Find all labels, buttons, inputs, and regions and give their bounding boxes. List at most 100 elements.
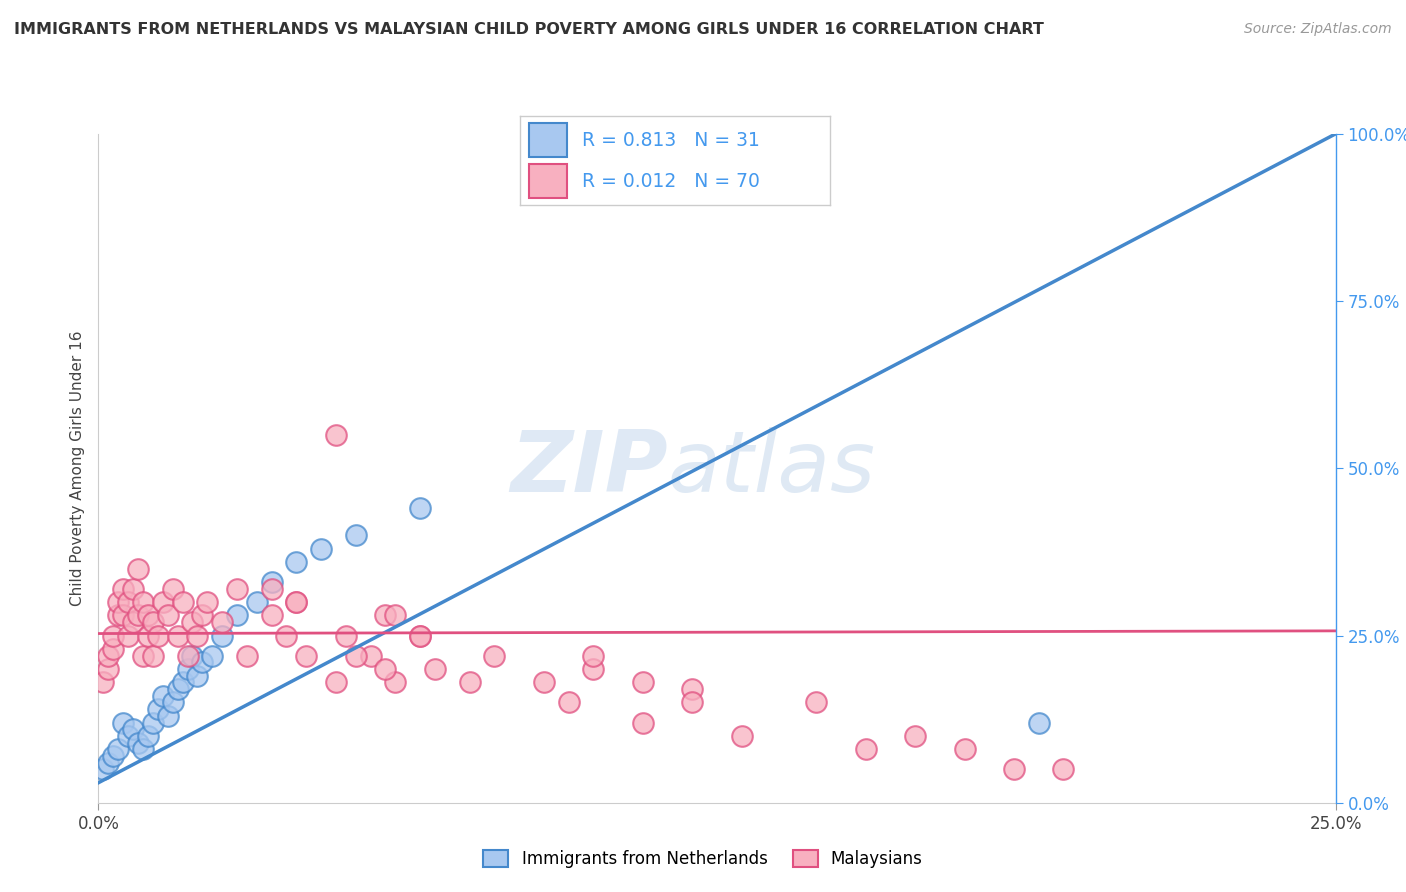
Bar [530, 123, 567, 157]
Text: ZIP: ZIP [510, 426, 668, 510]
Point [423, 662, 446, 676]
Point [211, 615, 233, 630]
Point [409, 501, 432, 516]
Point [93, 762, 115, 776]
Point [409, 628, 432, 642]
Point [309, 541, 332, 556]
Point [904, 729, 927, 743]
Point [1052, 762, 1074, 776]
Point [132, 742, 155, 756]
Point [127, 608, 149, 623]
Point [211, 628, 233, 642]
Point [631, 675, 654, 690]
Point [156, 708, 179, 723]
Point [953, 742, 976, 756]
Point [107, 742, 129, 756]
Point [107, 608, 129, 623]
Point [162, 696, 184, 710]
Point [136, 628, 159, 642]
Point [112, 608, 135, 623]
Point [152, 689, 174, 703]
Point [103, 642, 125, 657]
Point [162, 582, 184, 596]
Point [132, 648, 155, 663]
Point [122, 582, 145, 596]
Text: IMMIGRANTS FROM NETHERLANDS VS MALAYSIAN CHILD POVERTY AMONG GIRLS UNDER 16 CORR: IMMIGRANTS FROM NETHERLANDS VS MALAYSIAN… [14, 22, 1043, 37]
Point [276, 628, 298, 642]
Point [260, 575, 283, 590]
Point [97, 662, 120, 676]
Point [181, 648, 204, 663]
Point [156, 608, 179, 623]
Point [374, 608, 396, 623]
Point [533, 675, 555, 690]
Point [458, 675, 481, 690]
Y-axis label: Child Poverty Among Girls Under 16: Child Poverty Among Girls Under 16 [69, 331, 84, 606]
Point [166, 681, 188, 696]
Point [166, 628, 188, 642]
Point [172, 675, 194, 690]
Point [107, 595, 129, 609]
Point [122, 723, 145, 737]
Text: atlas: atlas [668, 426, 876, 510]
Point [804, 696, 827, 710]
Text: Source: ZipAtlas.com: Source: ZipAtlas.com [1244, 22, 1392, 37]
Point [374, 662, 396, 676]
Point [557, 696, 579, 710]
Bar [530, 164, 567, 198]
Point [260, 608, 283, 623]
Point [152, 595, 174, 609]
Point [260, 582, 283, 596]
Point [236, 648, 259, 663]
Point [195, 595, 218, 609]
Point [1002, 762, 1025, 776]
Point [112, 715, 135, 730]
Point [117, 729, 139, 743]
Point [142, 615, 165, 630]
Point [186, 628, 208, 642]
Point [97, 648, 120, 663]
Point [631, 715, 654, 730]
Point [142, 715, 165, 730]
Point [117, 595, 139, 609]
Point [127, 562, 149, 576]
Point [136, 608, 159, 623]
Text: R = 0.813   N = 31: R = 0.813 N = 31 [582, 130, 761, 150]
Text: R = 0.012   N = 70: R = 0.012 N = 70 [582, 171, 761, 191]
Point [344, 528, 367, 542]
Point [246, 595, 269, 609]
Point [344, 648, 367, 663]
Point [325, 428, 347, 442]
Point [146, 628, 169, 642]
Point [176, 648, 198, 663]
Point [681, 696, 703, 710]
Point [103, 749, 125, 764]
Point [731, 729, 754, 743]
Point [681, 681, 703, 696]
Point [582, 648, 605, 663]
Point [117, 628, 139, 642]
Legend: Immigrants from Netherlands, Malaysians: Immigrants from Netherlands, Malaysians [477, 843, 929, 875]
Point [93, 675, 115, 690]
Point [136, 729, 159, 743]
Point [186, 669, 208, 683]
Point [335, 628, 357, 642]
Point [103, 628, 125, 642]
Point [172, 595, 194, 609]
Point [409, 628, 432, 642]
Point [191, 655, 214, 669]
Point [201, 648, 224, 663]
Point [176, 662, 198, 676]
Point [1028, 715, 1050, 730]
Point [384, 608, 406, 623]
Point [484, 648, 506, 663]
Point [127, 735, 149, 749]
Point [582, 662, 605, 676]
Point [384, 675, 406, 690]
Point [285, 595, 308, 609]
Point [191, 608, 214, 623]
Point [181, 615, 204, 630]
Point [226, 582, 249, 596]
Point [122, 615, 145, 630]
Point [295, 648, 318, 663]
